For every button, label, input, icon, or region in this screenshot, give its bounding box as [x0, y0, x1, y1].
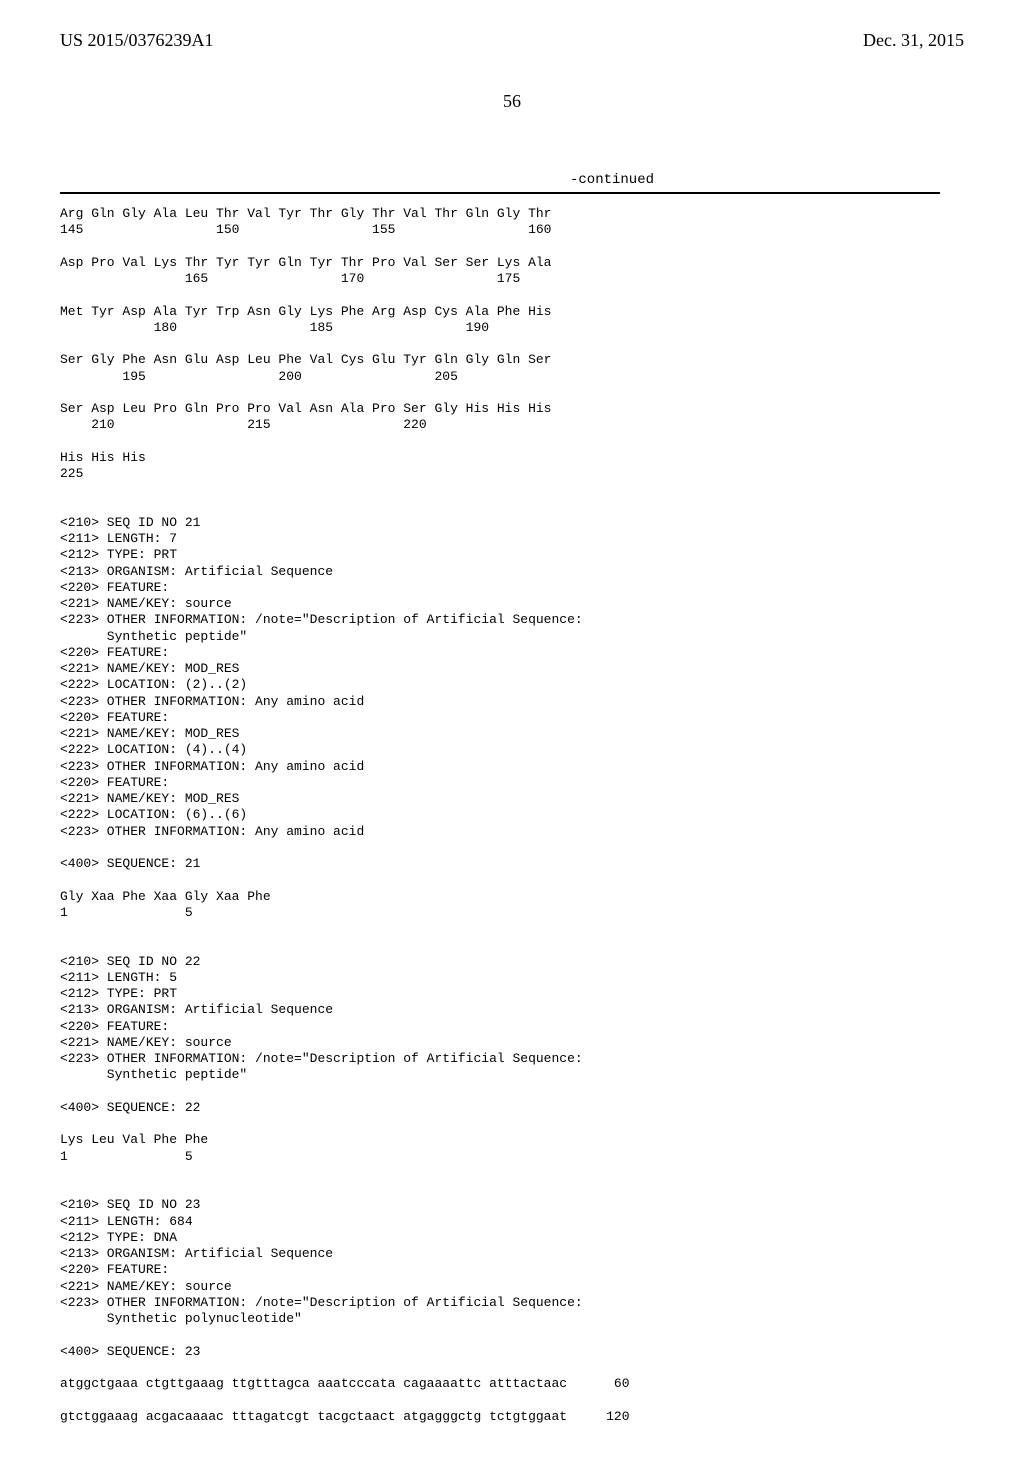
sequence-listing: Arg Gln Gly Ala Leu Thr Val Tyr Thr Gly … — [60, 206, 964, 1425]
publication-number: US 2015/0376239A1 — [60, 30, 214, 51]
horizontal-rule — [60, 192, 940, 194]
page-number: 56 — [60, 91, 964, 112]
publication-date: Dec. 31, 2015 — [863, 30, 964, 51]
continued-label: -continued — [260, 172, 964, 188]
